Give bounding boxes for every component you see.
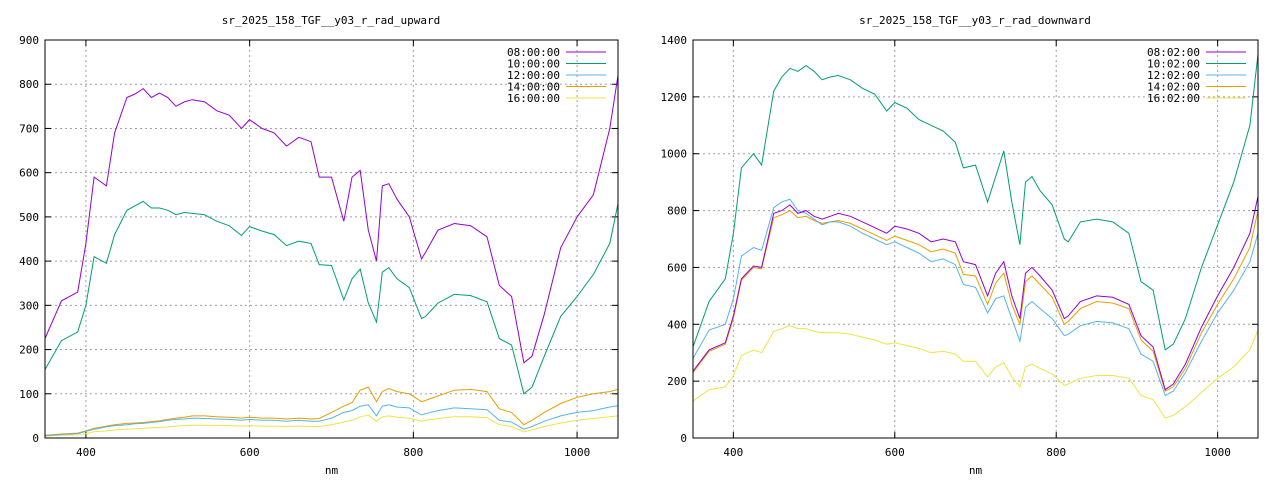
legend-label: 08:00:00 xyxy=(507,46,560,59)
legend-label: 12:00:00 xyxy=(507,69,560,82)
y-tick-label: 800 xyxy=(667,205,687,218)
y-tick-label: 400 xyxy=(19,255,39,268)
series-line-0 xyxy=(45,75,618,364)
legend-label: 16:02:00 xyxy=(1147,92,1200,105)
y-tick-label: 500 xyxy=(19,211,39,224)
series-line-1 xyxy=(693,54,1258,351)
series-line-0 xyxy=(693,196,1258,391)
y-tick-label: 700 xyxy=(19,122,39,135)
y-tick-label: 200 xyxy=(19,344,39,357)
y-tick-label: 0 xyxy=(32,432,39,445)
x-tick-label: 1000 xyxy=(564,446,591,459)
series-line-2 xyxy=(693,198,1258,397)
y-tick-label: 900 xyxy=(19,34,39,47)
x-tick-label: 400 xyxy=(723,446,743,459)
y-tick-label: 1200 xyxy=(661,91,688,104)
legend-label: 10:00:00 xyxy=(507,58,560,71)
x-tick-label: 1000 xyxy=(1204,446,1231,459)
chart-title: sr_2025_158_TGF__y03_r_rad_upward xyxy=(222,14,441,27)
legend-label: 14:02:00 xyxy=(1147,81,1200,94)
legend-label: 14:00:00 xyxy=(507,81,560,94)
series-line-3 xyxy=(45,386,618,436)
legend-label: 08:02:00 xyxy=(1147,46,1200,59)
x-axis-label: nm xyxy=(325,464,339,477)
series-line-4 xyxy=(45,414,618,437)
x-tick-label: 800 xyxy=(403,446,423,459)
x-tick-label: 600 xyxy=(240,446,260,459)
y-tick-label: 300 xyxy=(19,299,39,312)
x-tick-label: 800 xyxy=(1046,446,1066,459)
plot-frame xyxy=(44,39,619,439)
series-line-4 xyxy=(693,325,1258,419)
y-tick-label: 400 xyxy=(667,318,687,331)
x-tick-label: 400 xyxy=(76,446,96,459)
legend-label: 12:02:00 xyxy=(1147,69,1200,82)
series-line-1 xyxy=(45,200,618,395)
y-tick-label: 600 xyxy=(667,261,687,274)
x-tick-label: 600 xyxy=(885,446,905,459)
downward-radiance-chart: sr_2025_158_TGF__y03_r_rad_downward 0 200 4… xyxy=(661,14,1259,477)
y-tick-label: 100 xyxy=(19,388,39,401)
plot-frame xyxy=(692,39,1259,439)
y-tick-label: 600 xyxy=(19,167,39,180)
y-tick-label: 1400 xyxy=(661,34,688,47)
upward-radiance-chart: sr_2025_158_TGF__y03_r_rad_upward 0 100 200… xyxy=(19,14,619,477)
series-line-2 xyxy=(45,404,618,437)
y-tick-label: 800 xyxy=(19,78,39,91)
chart-title: sr_2025_158_TGF__y03_r_rad_downward xyxy=(859,14,1091,27)
x-axis-label: nm xyxy=(969,464,983,477)
legend-label: 10:02:00 xyxy=(1147,58,1200,71)
series-line-3 xyxy=(693,209,1258,392)
legend-label: 16:00:00 xyxy=(507,92,560,105)
y-tick-label: 0 xyxy=(680,432,687,445)
y-tick-label: 1000 xyxy=(661,148,688,161)
y-tick-label: 200 xyxy=(667,375,687,388)
